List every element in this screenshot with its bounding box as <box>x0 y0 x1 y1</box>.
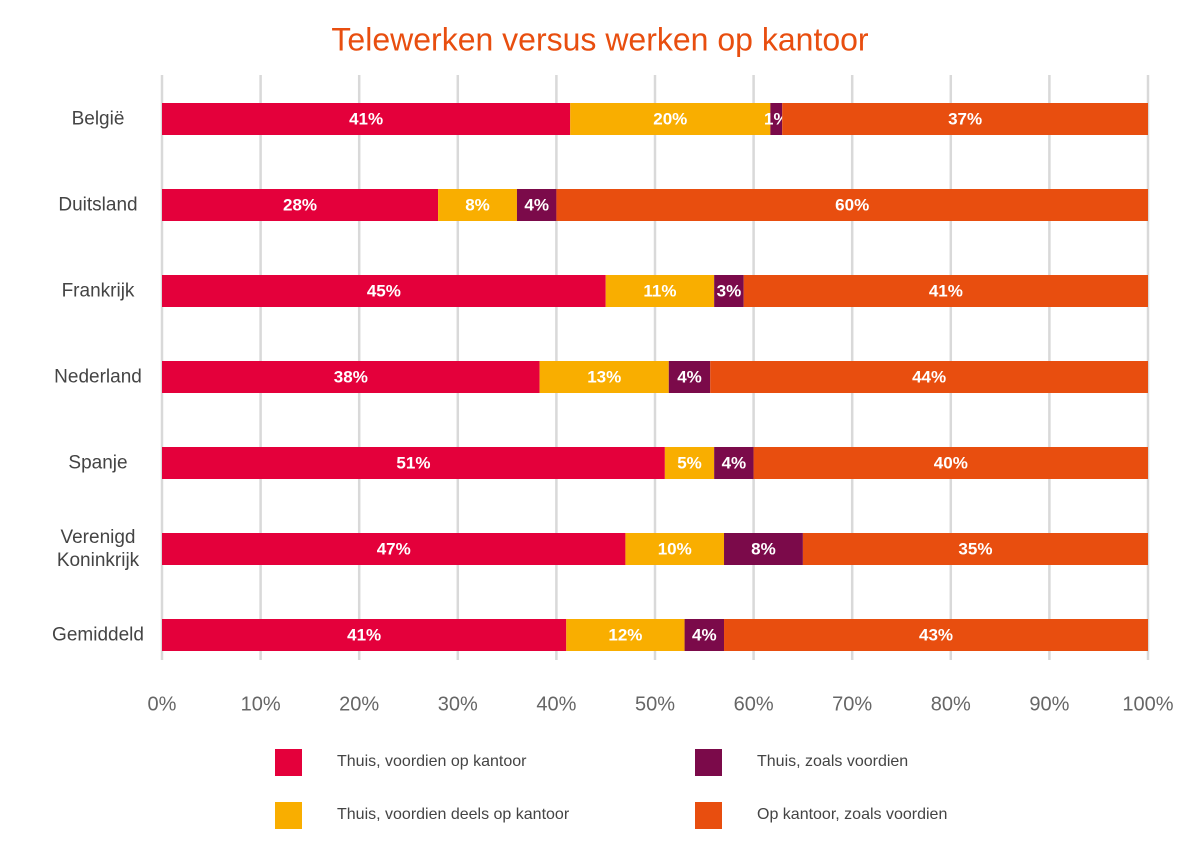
legend-label: Thuis, voordien deels op kantoor <box>337 806 570 823</box>
bar-segment <box>724 619 1148 651</box>
bar-segment <box>556 189 1148 221</box>
bar-segment <box>162 103 571 135</box>
bar-segment <box>162 533 626 565</box>
category-label: Nederland <box>54 366 142 388</box>
legend-swatch <box>695 802 722 829</box>
category-label: Verenigd Koninkrijk <box>56 527 140 571</box>
bar-segment <box>724 533 803 565</box>
legend-label: Thuis, voordien op kantoor <box>337 753 527 770</box>
bar-segment <box>566 619 685 651</box>
data-label: 41% <box>347 625 381 644</box>
legend-label: Thuis, zoals voordien <box>757 753 908 770</box>
data-label: 38% <box>334 367 368 386</box>
bar-segment <box>782 103 1148 135</box>
data-label: 11% <box>643 281 676 300</box>
bar-segment <box>668 361 711 393</box>
data-label: 45% <box>367 281 401 300</box>
chart-title: Telewerken versus werken op kantoor <box>331 21 869 57</box>
data-label: 4% <box>524 195 549 214</box>
bar-segment <box>770 103 783 135</box>
category-label: Gemiddeld <box>52 624 144 646</box>
data-label: 8% <box>465 195 490 214</box>
bar-segment <box>162 275 606 307</box>
data-label: 8% <box>751 539 776 558</box>
data-label: 4% <box>722 453 747 472</box>
x-tick-label: 0% <box>148 693 177 715</box>
category-label: Spanje <box>68 452 128 474</box>
x-tick-label: 10% <box>241 693 281 715</box>
x-tick-label: 100% <box>1122 693 1173 715</box>
data-label: 3% <box>717 281 742 300</box>
bar-segment <box>802 533 1148 565</box>
category-label: België <box>71 108 125 130</box>
data-label: 51% <box>396 453 430 472</box>
bar-segment <box>743 275 1148 307</box>
data-label: 60% <box>835 195 869 214</box>
data-label: 28% <box>283 195 317 214</box>
legend-swatch <box>695 749 722 776</box>
data-label: 12% <box>608 625 642 644</box>
bar-segment <box>753 447 1148 479</box>
bar-segment <box>625 533 725 565</box>
bar-segment <box>605 275 715 307</box>
x-tick-label: 70% <box>832 693 872 715</box>
x-tick-label: 30% <box>438 693 478 715</box>
bar-segment <box>664 447 715 479</box>
data-label: 47% <box>377 539 411 558</box>
category-label: Duitsland <box>58 194 138 216</box>
data-label: 44% <box>912 367 946 386</box>
bar-segment <box>539 361 669 393</box>
bar-segment <box>570 103 771 135</box>
data-label: 20% <box>653 109 687 128</box>
x-tick-label: 90% <box>1029 693 1069 715</box>
legend-label: Op kantoor, zoals voordien <box>757 806 947 823</box>
x-tick-label: 60% <box>734 693 774 715</box>
category-label: Frankrijk <box>61 280 135 302</box>
bar-segment <box>714 447 754 479</box>
data-label: 10% <box>658 539 692 558</box>
data-label: 37% <box>948 109 982 128</box>
bar-segment <box>684 619 725 651</box>
data-label: 4% <box>677 367 702 386</box>
legend-swatch <box>275 749 302 776</box>
x-tick-label: 80% <box>931 693 971 715</box>
x-tick-label: 50% <box>635 693 675 715</box>
data-label: 4% <box>692 625 717 644</box>
legend-swatch <box>275 802 302 829</box>
data-label: 41% <box>349 109 383 128</box>
data-label: 5% <box>677 453 702 472</box>
bar-segment <box>438 189 517 221</box>
bar-segment <box>162 619 567 651</box>
bar-segment <box>710 361 1148 393</box>
bar-segment <box>714 275 744 307</box>
data-label: 40% <box>934 453 968 472</box>
bar-segment <box>162 447 665 479</box>
bar-segment <box>516 189 557 221</box>
data-label: 43% <box>919 625 953 644</box>
x-tick-label: 20% <box>339 693 379 715</box>
x-tick-label: 40% <box>536 693 576 715</box>
bar-segment <box>162 189 439 221</box>
data-label: 41% <box>929 281 963 300</box>
data-label: 35% <box>958 539 992 558</box>
data-label: 13% <box>587 367 621 386</box>
bar-segment <box>162 361 540 393</box>
